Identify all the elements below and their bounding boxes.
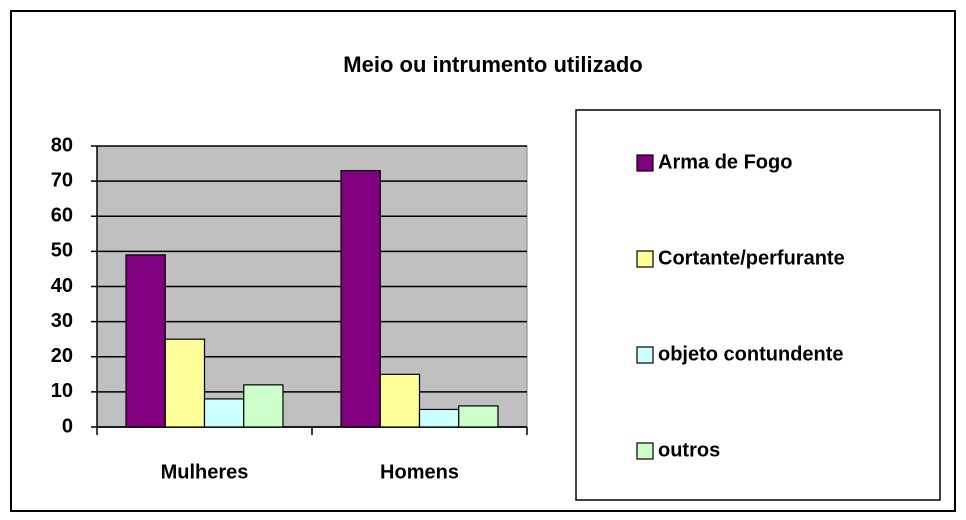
chart-title: Meio ou intrumento utilizado [343,52,642,77]
bar [458,405,499,428]
y-tick-label: 30 [51,310,73,332]
x-tick-label: Homens [380,461,459,483]
legend-box [575,109,941,501]
legend-label: Cortante/perfurante [658,247,845,269]
y-tick-label: 40 [51,275,73,297]
bar [418,408,460,428]
legend-label: objeto contundente [658,343,844,365]
legend-label: Arma de Fogo [658,151,792,173]
legend-swatch [636,346,654,364]
bar [340,169,381,428]
y-tick-label: 10 [51,380,73,402]
legend-swatch [636,154,654,172]
bar [164,338,206,428]
y-tick-label: 80 [51,134,73,156]
legend-label: outros [658,439,720,461]
y-tick-label: 60 [51,205,73,227]
bar [125,254,166,428]
y-tick-label: 70 [51,169,73,191]
y-tick-label: 50 [51,240,73,262]
legend-swatch [636,442,654,460]
bar [243,384,284,428]
legend-swatch [636,250,654,268]
y-tick-label: 20 [51,345,73,367]
x-tick-label: Mulheres [161,461,249,483]
y-tick-label: 0 [62,415,73,437]
bar [203,398,245,428]
bar [379,373,421,428]
